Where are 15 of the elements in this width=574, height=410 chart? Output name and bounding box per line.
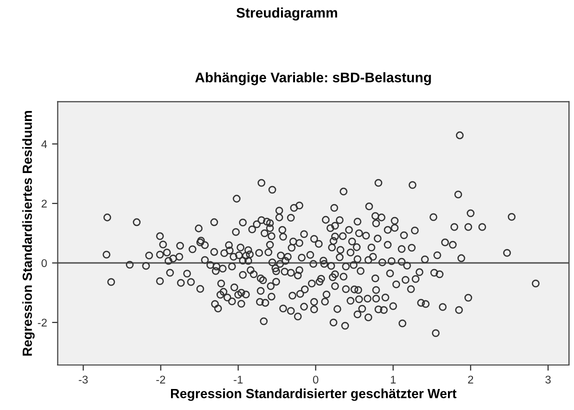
x-tick-label: 0 xyxy=(313,376,318,384)
y-tick-label: 4 xyxy=(41,140,47,148)
y-tick-label: 0 xyxy=(42,259,47,268)
x-tick-label: 2 xyxy=(468,376,474,384)
x-tick-label: 3 xyxy=(545,376,551,384)
x-tick-label: 1 xyxy=(390,376,396,384)
y-axis-title: Regression Standardisiertes Residuum xyxy=(22,110,35,356)
y-tick-label: 2 xyxy=(42,200,47,208)
y-tick-label: -2 xyxy=(38,318,47,326)
chart-subtitle: Abhängige Variable: sBD-Belastung xyxy=(195,72,431,86)
x-tick-label: -3 xyxy=(78,376,88,384)
x-tick-label: -2 xyxy=(156,376,166,384)
x-tick-label: -1 xyxy=(234,376,243,384)
chart-title: Streudiagramm xyxy=(236,7,338,21)
x-axis-title: Regression Standardisierter geschätzter Wert xyxy=(171,388,456,401)
